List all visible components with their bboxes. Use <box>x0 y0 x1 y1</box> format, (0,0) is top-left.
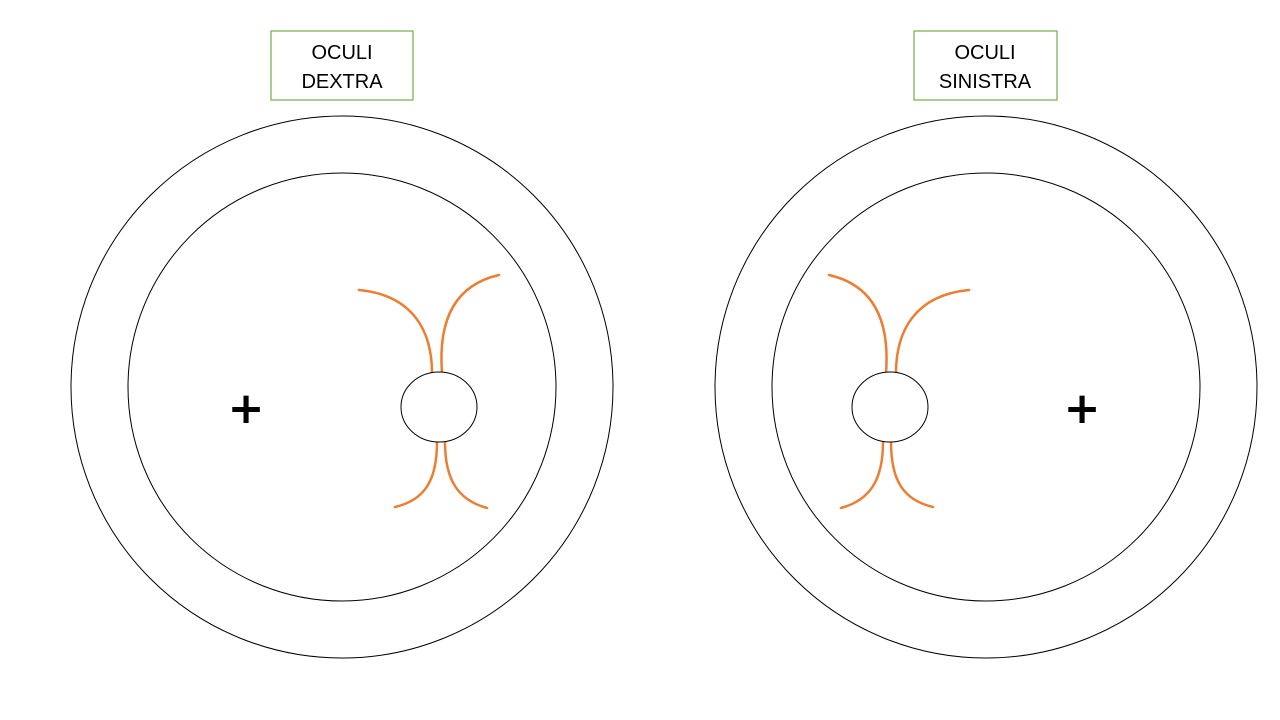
right-eye-label-box <box>270 30 414 101</box>
left-eye-optic-disc <box>851 371 929 443</box>
right-eye-label-line-2: DEXTRA <box>301 71 383 93</box>
left-eye-vessel-upper-left <box>827 273 888 375</box>
left-eye-vessel-lower-right <box>889 440 935 509</box>
left-eye-label-line-1: OCULI <box>954 42 1015 64</box>
right-eye-vessel-upper-left <box>357 288 434 375</box>
right-eye-label: OCULI DEXTRA <box>270 30 414 101</box>
right-eye-fovea-cross: + <box>228 383 265 434</box>
right-eye-outer-circle <box>70 115 614 659</box>
right-eye-label-line-1: OCULI <box>311 42 372 64</box>
right-eye-group: OCULI DEXTRA + <box>70 30 614 659</box>
left-eye-outer-circle <box>714 115 1258 659</box>
left-eye-vessel-lower-left <box>839 440 885 510</box>
left-eye-vessel-upper-right <box>894 288 971 375</box>
left-eye-inner-circle <box>771 172 1201 602</box>
right-eye-inner-circle <box>127 172 557 602</box>
left-eye-label-line-2: SINISTRA <box>939 71 1032 93</box>
right-eye-vessel-lower-left <box>393 440 439 509</box>
right-eye-vessel-lower-right <box>443 440 489 510</box>
left-eye-group: OCULI SINISTRA + <box>714 30 1258 659</box>
left-eye-fovea-cross: + <box>1064 383 1101 434</box>
right-eye-vessel-upper-right <box>440 273 501 375</box>
left-eye-label-box <box>913 30 1058 101</box>
right-eye-optic-disc <box>400 371 478 443</box>
left-eye-label: OCULI SINISTRA <box>913 30 1058 101</box>
